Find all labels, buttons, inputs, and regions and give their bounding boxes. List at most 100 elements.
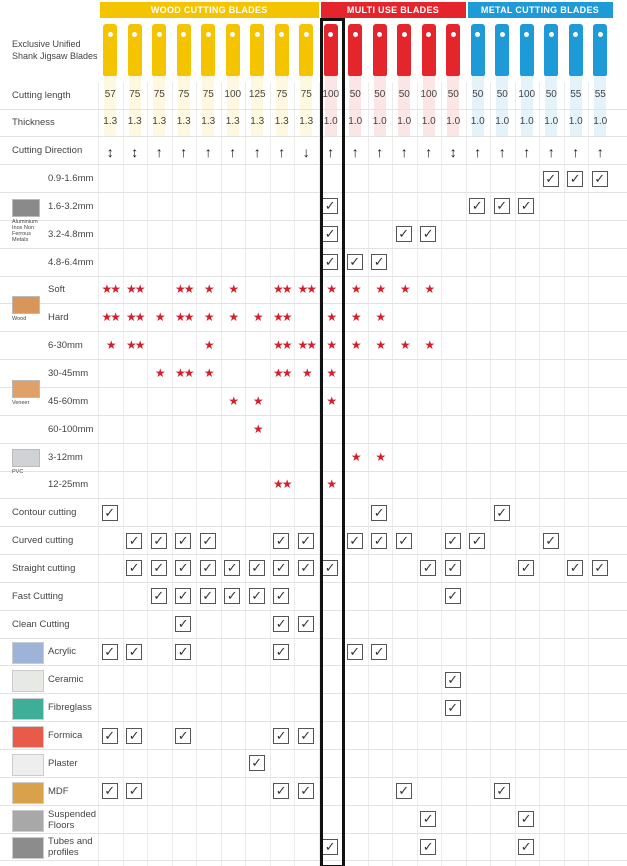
check-box: ✓ — [101, 504, 118, 521]
spec-value: 1.0 — [397, 116, 412, 127]
row-label: Contour cutting — [12, 507, 77, 519]
star-rating: ★ — [350, 310, 362, 325]
check-box: ✓ — [273, 560, 290, 577]
blade-icon — [519, 24, 534, 76]
row-label: Soft — [48, 284, 65, 296]
check-box: ✓ — [175, 727, 192, 744]
spec-value: 1.0 — [568, 116, 583, 127]
blade-hole — [230, 32, 236, 37]
group-header: MULTI USE BLADES — [320, 2, 466, 18]
blade-hole — [475, 32, 481, 37]
blade-icon — [250, 24, 265, 76]
spec-value: 100 — [322, 89, 340, 100]
blade-hole — [279, 32, 285, 37]
spec-value: ↑ — [498, 144, 506, 160]
check-box: ✓ — [346, 254, 363, 271]
column-line — [416, 82, 418, 866]
row-line — [0, 275, 627, 277]
spec-value: ↑ — [278, 144, 286, 160]
check-box: ✓ — [297, 532, 314, 549]
blade-ghost — [324, 76, 337, 136]
row-label: Suspended Floors — [48, 808, 97, 831]
star-rating: ★ — [326, 477, 337, 492]
blade-icon — [446, 24, 461, 76]
row-line — [0, 303, 627, 305]
blade-ghost — [177, 76, 190, 136]
star-rating: ★ — [203, 365, 215, 380]
spec-value: ↓ — [302, 144, 310, 160]
check-box: ✓ — [101, 727, 118, 744]
row-label: Fast Cutting — [12, 590, 64, 602]
group-header: WOOD CUTTING BLADES — [100, 2, 319, 18]
check-box: ✓ — [273, 727, 290, 744]
spec-value: 50 — [349, 89, 361, 100]
row-label: Straight cutting — [12, 562, 76, 574]
check-box: ✓ — [248, 588, 265, 605]
column-line — [539, 82, 540, 866]
blade-icon — [348, 24, 363, 76]
blade-hole — [573, 32, 579, 37]
check-box: ✓ — [371, 504, 388, 521]
row-line — [0, 247, 627, 249]
star-rating: ★ — [203, 310, 215, 325]
check-box: ✓ — [420, 811, 437, 828]
spec-value: 55 — [594, 89, 606, 100]
row-label: Clean Cutting — [12, 618, 70, 630]
check-box: ✓ — [322, 198, 339, 215]
row-line — [0, 665, 627, 667]
blade-icon — [127, 24, 142, 76]
check-box: ✓ — [248, 560, 265, 577]
column-line — [245, 82, 246, 866]
spec-value: 1.0 — [593, 116, 608, 127]
check-box: ✓ — [371, 643, 388, 660]
check-box: ✓ — [493, 504, 510, 521]
check-box: ✓ — [346, 643, 363, 660]
star-rating: ★★ — [125, 282, 146, 297]
section-label: Aluminium Inox Non Ferrous Metals — [12, 218, 38, 243]
spec-value: 1.0 — [421, 116, 436, 127]
material-icon — [12, 198, 40, 217]
star-rating: ★ — [350, 338, 362, 353]
row-label: Hard — [48, 312, 69, 324]
row-line — [0, 219, 627, 221]
blade-ghost — [545, 76, 558, 136]
blade-hole — [156, 32, 162, 37]
star-rating: ★★ — [174, 365, 195, 380]
spec-value: ↑ — [596, 144, 604, 160]
star-rating: ★★ — [174, 310, 195, 325]
blade-icon — [299, 24, 314, 76]
row-label: 12-25mm — [48, 479, 89, 491]
row-line — [0, 498, 627, 500]
row-line — [0, 832, 627, 834]
row-line — [0, 136, 627, 137]
spec-value: ↑ — [327, 144, 335, 160]
blade-ghost — [300, 76, 313, 136]
check-box: ✓ — [518, 811, 535, 828]
check-box: ✓ — [444, 588, 461, 605]
spec-value: 75 — [276, 89, 288, 100]
star-rating: ★ — [326, 393, 337, 408]
material-icon — [12, 642, 44, 665]
row-label: 3-12mm — [48, 451, 83, 463]
row-label: 6-30mm — [48, 340, 83, 352]
check-box: ✓ — [567, 560, 584, 577]
check-box: ✓ — [126, 560, 143, 577]
row-line — [0, 581, 627, 583]
material-icon — [12, 670, 44, 693]
row-line — [0, 359, 627, 361]
spec-value: 1.3 — [152, 116, 167, 127]
blade-hole — [450, 32, 456, 37]
star-rating: ★ — [252, 393, 264, 408]
column-line — [196, 82, 197, 866]
row-line — [0, 721, 627, 723]
row-line — [0, 331, 627, 333]
check-box: ✓ — [273, 588, 290, 605]
star-rating: ★ — [375, 282, 386, 297]
check-box: ✓ — [150, 532, 167, 549]
check-box: ✓ — [126, 532, 143, 549]
check-box: ✓ — [322, 254, 339, 271]
row-line — [0, 164, 627, 165]
check-box: ✓ — [591, 560, 608, 577]
check-box: ✓ — [444, 532, 461, 549]
spec-value: ↑ — [229, 144, 237, 160]
